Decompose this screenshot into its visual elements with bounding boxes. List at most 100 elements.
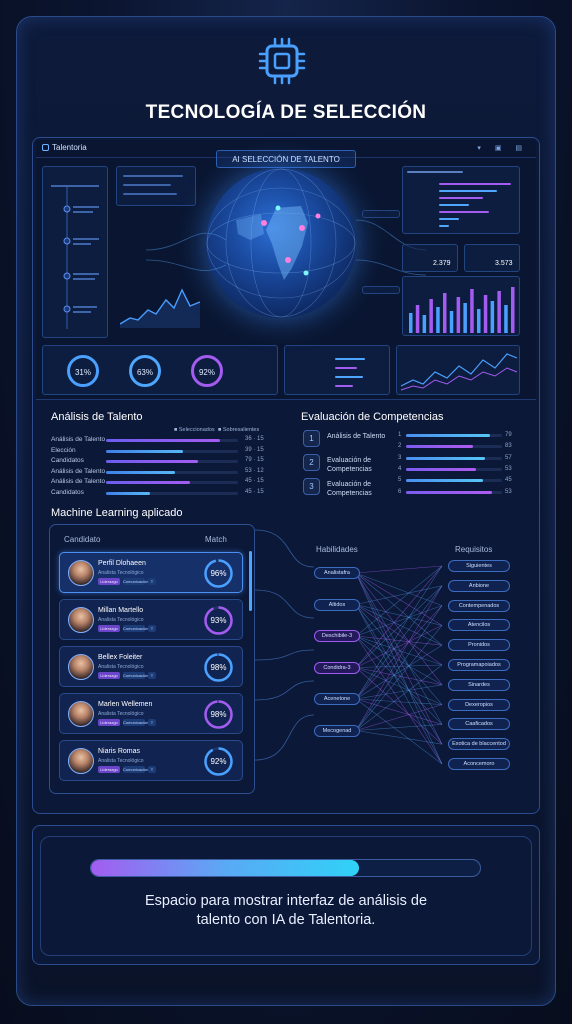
network-edge: [355, 724, 443, 731]
talent-row-bar: [106, 470, 238, 474]
requirement-node[interactable]: Programapoiados: [448, 659, 510, 671]
talent-row-fill: [106, 470, 175, 474]
candidate-card[interactable]: Bellex Foleiter Analista Tecnológico Lider…: [59, 646, 243, 687]
talent-row-label: Análisis de Talento: [51, 467, 106, 475]
network-edge: [355, 605, 443, 700]
competency-bar-value: 53: [505, 465, 512, 472]
network-edge: [355, 664, 443, 731]
avatar: [68, 607, 94, 633]
talent-row-label: Análisis de Talento: [51, 478, 106, 486]
skill-tag: Liderazgo: [98, 672, 120, 679]
chip-icon: [258, 37, 306, 85]
requirement-node[interactable]: Aconcemoro: [448, 758, 510, 770]
talent-row-fill: [106, 449, 183, 453]
mini-bar: [456, 297, 461, 333]
skill-tag: Comunicación: [123, 625, 149, 632]
logo-icon: [42, 144, 49, 151]
skill-tag: Comunicación: [123, 672, 149, 679]
network-edge: [355, 604, 443, 646]
competencies-title: Evaluación de Competencias: [301, 411, 444, 423]
skill-tag: T: [148, 766, 156, 773]
network-edge: [355, 667, 443, 705]
mini-bar: [443, 293, 447, 333]
candidate-role: Analista Tecnológico: [98, 570, 144, 576]
skill-tag: T: [148, 625, 156, 632]
window-icon[interactable]: ▾ ▣ ▤: [477, 145, 528, 152]
requirement-node[interactable]: Anbione: [448, 579, 510, 592]
mini-bar: [490, 301, 495, 333]
candidate-card[interactable]: Niaris Romas Analista Tecnológico Liderazg…: [59, 740, 243, 781]
info-mini-panel: [116, 166, 196, 206]
mini-bar: [470, 289, 474, 333]
network-edge: [355, 565, 443, 574]
competency-number: 3: [303, 478, 320, 495]
mini-bar: [422, 315, 427, 333]
network-edge: [355, 644, 443, 700]
page-title: TECNOLOGÍA DE SELECCIÓN: [145, 102, 427, 123]
stat-value: 2.379: [433, 260, 451, 267]
mini-bar: [477, 309, 481, 333]
caption-text: Espacio para mostrar interfaz de análisi…: [144, 893, 428, 928]
legend-outstanding: ■ Sobresalientes: [218, 427, 260, 433]
requirement-node[interactable]: Pronidos: [448, 639, 510, 652]
globe-icon: [206, 168, 356, 318]
competency-bar: [406, 456, 502, 460]
skill-node[interactable]: Mecogenad: [314, 724, 360, 737]
network-edge: [355, 605, 443, 637]
network-edge: [355, 635, 443, 646]
talent-row-label: Análisis de Talento: [51, 436, 106, 443]
progress-fill: [91, 860, 360, 876]
callout-mini: [362, 210, 400, 218]
competency-bar-fill: [406, 434, 491, 437]
talent-row-value: 53 · 12: [245, 467, 264, 474]
candidate-card[interactable]: Millan Martello Analista Tecnológico Lider…: [59, 599, 243, 640]
skill-node[interactable]: Deschibile-3: [314, 630, 360, 642]
competency-label: Análisis de Talento: [327, 433, 386, 440]
candidate-panel: Candidato Match Perfil Dlohaeen Analista …: [49, 524, 255, 794]
competencies-mini-panel: [402, 166, 520, 234]
match-ring-fill: [204, 606, 233, 635]
requirement-node[interactable]: Contempenados: [448, 599, 510, 612]
candidate-card[interactable]: Perfil Dlohaeen Analista Tecnológico Lider…: [59, 552, 243, 593]
scrollbar[interactable]: [249, 551, 252, 611]
connector-line: [254, 649, 315, 661]
requirement-node[interactable]: Sinardes: [448, 678, 510, 691]
network-edge: [355, 585, 443, 668]
network-edge: [355, 635, 443, 765]
requirement-node[interactable]: Atencilos: [448, 619, 510, 632]
match-ring-fill: [204, 559, 233, 588]
network-edge: [355, 585, 443, 731]
timeline-mini: [51, 185, 99, 329]
network-edge: [355, 572, 443, 685]
skill-tag: T: [148, 672, 156, 679]
candidate-name: Perfil Dlohaeen: [98, 560, 146, 567]
talent-row-value: 45 · 15: [245, 489, 264, 495]
match-ring: [204, 559, 233, 588]
skill-tag: T: [148, 578, 156, 585]
mini-bar: [511, 287, 515, 333]
bar-chart-mini: [402, 276, 520, 336]
requirements-title: Requisitos: [455, 545, 493, 554]
skill-node[interactable]: Condidra-3: [314, 661, 360, 674]
skill-node[interactable]: Acenetone: [314, 693, 360, 705]
requirement-node[interactable]: Dexeropios: [448, 698, 510, 711]
candidate-card[interactable]: Marlen Wellemen Analista Tecnológico Lider…: [59, 693, 243, 734]
app-brand[interactable]: Talentoria: [42, 143, 87, 152]
requirement-node[interactable]: Caaficados: [448, 718, 510, 731]
network-edge: [355, 604, 443, 666]
mini-bar: [409, 313, 413, 333]
requirement-node[interactable]: Siguientes: [448, 560, 510, 572]
mini-bar: [429, 299, 433, 333]
network-edge: [355, 698, 443, 725]
app-name: Talentoria: [52, 143, 87, 152]
requirement-node[interactable]: Exotica de blaccentod: [448, 738, 510, 751]
network-edge: [355, 565, 443, 700]
talent-row-label: Elección: [51, 446, 76, 454]
connector-line: [254, 529, 315, 568]
competency-label: Evaluación de Competencias: [327, 457, 372, 473]
competency-bar-value: 79: [505, 432, 512, 438]
skill-node[interactable]: Altidos: [314, 598, 360, 611]
skill-node[interactable]: Analistafra: [314, 567, 360, 579]
match-ring-fill: [204, 700, 233, 729]
avatar: [68, 654, 94, 680]
